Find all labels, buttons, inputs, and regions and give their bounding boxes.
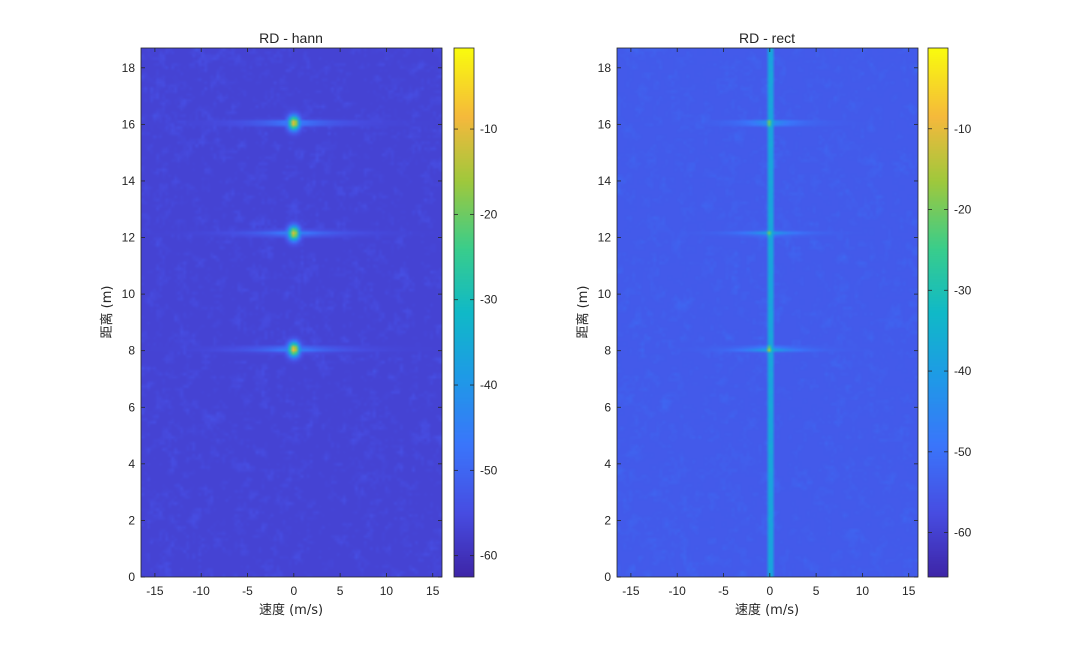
y-axis: 0 2 4 6 8 10 12 14 16 18 xyxy=(598,61,918,584)
x-tick-label: 5 xyxy=(337,584,344,598)
y-tick-label: 14 xyxy=(598,174,612,188)
y-tick-label: 14 xyxy=(122,174,136,188)
x-tick-label: -15 xyxy=(622,584,640,598)
chart-title: RD - hann xyxy=(259,30,323,46)
rd-hann-panel: RD - hann -15 -10 -5 0 5 10 15 024681012141618… xyxy=(99,30,498,618)
colorbar-tick-label: -10 xyxy=(480,122,498,136)
y-tick-label: 0 xyxy=(604,570,611,584)
y-tick-label: 18 xyxy=(598,61,612,75)
x-tick-label: 5 xyxy=(813,584,820,598)
y-tick-label: 18 xyxy=(122,61,136,75)
colorbar-tick-label: -30 xyxy=(954,283,972,297)
x-axis-label: 速度 (m/s) xyxy=(735,602,799,618)
y-tick-label: 6 xyxy=(604,400,611,414)
x-tick-label: 0 xyxy=(766,584,773,598)
x-tick-label: -5 xyxy=(242,584,253,598)
y-axis-label: 距离 (m) xyxy=(575,286,591,339)
x-tick-label: -15 xyxy=(146,584,164,598)
x-tick-label: -5 xyxy=(718,584,729,598)
colorbar-frame xyxy=(453,47,475,578)
y-tick-label: 4 xyxy=(604,457,611,471)
colorbar-tick-label: -20 xyxy=(480,207,498,221)
x-tick-label: 15 xyxy=(426,584,440,598)
y-tick-label: 16 xyxy=(598,117,612,131)
colorbar-ticks: -60 -50 -40 -30 -20 -10 xyxy=(928,122,972,540)
plot-frame xyxy=(616,47,919,578)
plot-frame xyxy=(140,47,443,578)
colorbar-tick-label: -30 xyxy=(480,293,498,307)
colorbar-frame xyxy=(927,47,949,578)
colorbar-ticks: -60 -50 -40 -30 -20 -10 xyxy=(454,122,498,563)
y-tick-label: 8 xyxy=(604,344,611,358)
y-tick-label: 16 xyxy=(122,117,136,131)
x-tick-label: -10 xyxy=(669,584,687,598)
colorbar-tick-label: -40 xyxy=(480,378,498,392)
y-tick-label: 12 xyxy=(598,231,612,245)
y-tick-label: 12 xyxy=(122,231,136,245)
colorbar-tick-label: -50 xyxy=(954,445,972,459)
x-axis: -15 -10 -5 0 5 10 15 xyxy=(146,48,440,598)
x-axis-label: 速度 (m/s) xyxy=(259,602,323,618)
y-tick-label: 0 xyxy=(128,570,135,584)
x-tick-label: 10 xyxy=(856,584,870,598)
colorbar-tick-label: -50 xyxy=(480,463,498,477)
colorbar xyxy=(928,48,948,577)
heatmap-image xyxy=(617,48,918,577)
x-axis: -15 -10 -5 0 5 10 15 xyxy=(622,48,916,598)
colorbar-tick-label: -10 xyxy=(954,122,972,136)
colorbar-tick-label: -40 xyxy=(954,364,972,378)
y-axis: 0 2 4 6 8 10 12 14 16 18 xyxy=(122,61,442,584)
chart-title: RD - rect xyxy=(739,30,795,46)
y-tick-label: 6 xyxy=(128,400,135,414)
y-tick-label: 2 xyxy=(128,513,135,527)
rd-rect-panel: RD - rect -15 -10 -5 0 5 10 15 024681012141618… xyxy=(575,30,972,618)
y-tick-label: 4 xyxy=(128,457,135,471)
x-tick-label: 10 xyxy=(380,584,394,598)
y-tick-label: 10 xyxy=(598,287,612,301)
y-axis-label: 距离 (m) xyxy=(99,286,115,339)
x-tick-label: 15 xyxy=(902,584,916,598)
colorbar-tick-label: -20 xyxy=(954,203,972,217)
heatmap-image xyxy=(141,48,442,577)
y-tick-label: 8 xyxy=(128,344,135,358)
colorbar-tick-label: -60 xyxy=(480,549,498,563)
colorbar xyxy=(454,48,474,577)
colorbar-tick-label: -60 xyxy=(954,526,972,540)
y-tick-label: 10 xyxy=(122,287,136,301)
x-tick-label: 0 xyxy=(290,584,297,598)
y-tick-label: 2 xyxy=(604,513,611,527)
x-tick-label: -10 xyxy=(193,584,211,598)
